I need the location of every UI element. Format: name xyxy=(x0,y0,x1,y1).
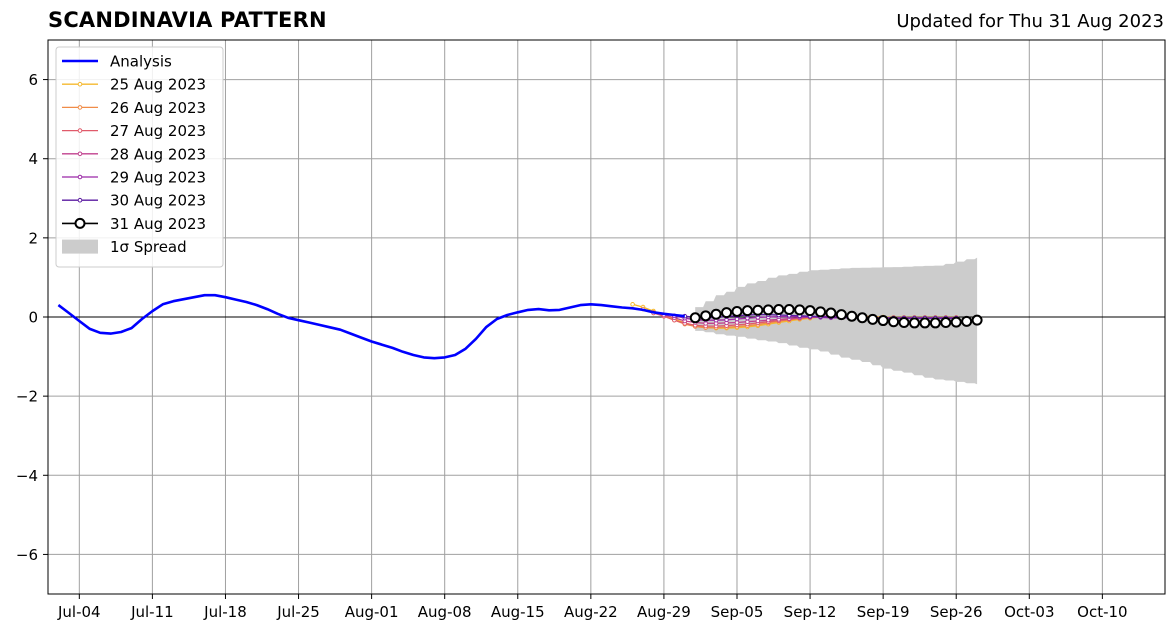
plot-series xyxy=(57,293,983,360)
legend-swatch-marker xyxy=(77,105,83,110)
legend-label-forecast: 31 Aug 2023 xyxy=(110,215,206,233)
legend-label-forecast: 27 Aug 2023 xyxy=(110,122,206,140)
y-tick-label: 6 xyxy=(28,71,38,89)
legend-swatch-spread xyxy=(62,239,98,254)
latest-forecast-point xyxy=(825,307,837,319)
y-tick-label: 0 xyxy=(28,309,38,327)
latest-forecast-point xyxy=(710,308,722,320)
latest-forecast-point xyxy=(762,304,774,316)
latest-forecast-point xyxy=(731,305,743,317)
x-tick-label: Sep-26 xyxy=(930,603,983,621)
latest-forecast-point xyxy=(700,310,712,322)
latest-forecast-point xyxy=(815,306,827,318)
latest-forecast-point xyxy=(867,313,879,325)
latest-forecast-point xyxy=(961,315,973,327)
legend-label-forecast: 29 Aug 2023 xyxy=(110,169,206,187)
y-tick-label: −6 xyxy=(16,546,38,564)
x-tick-label: Jul-25 xyxy=(276,603,320,621)
latest-forecast-point xyxy=(846,310,858,322)
legend-swatch-marker xyxy=(74,217,86,229)
latest-forecast-point xyxy=(773,303,785,315)
x-tick-label: Aug-22 xyxy=(564,603,618,621)
x-tick-label: Aug-29 xyxy=(637,603,691,621)
analysis-line xyxy=(57,293,685,360)
x-tick-label: Aug-15 xyxy=(491,603,545,621)
legend-label-forecast: 30 Aug 2023 xyxy=(110,192,206,210)
latest-forecast-point xyxy=(689,312,701,324)
legend-label-forecast: 25 Aug 2023 xyxy=(110,76,206,94)
legend-label-forecast: 26 Aug 2023 xyxy=(110,99,206,117)
y-axis: 6 4 2 0 −2 −4 −6 xyxy=(16,71,48,564)
latest-forecast-point xyxy=(856,312,868,324)
x-axis: Jul-04 Jul-11 Jul-18 Jul-25 Aug-01 Aug-08 Aug-… xyxy=(57,594,1128,621)
latest-forecast-point xyxy=(908,317,920,329)
legend: Analysis 25 Aug 2023 26 Aug 2023 27 Aug 202… xyxy=(55,46,224,268)
forecast-point xyxy=(755,318,761,324)
latest-forecast-point xyxy=(898,317,910,329)
latest-forecast-point xyxy=(783,303,795,315)
x-tick-label: Sep-12 xyxy=(784,603,837,621)
x-tick-label: Jul-18 xyxy=(203,603,247,621)
legend-label-forecast: 28 Aug 2023 xyxy=(110,145,206,163)
x-tick-label: Sep-05 xyxy=(711,603,764,621)
latest-forecast-point xyxy=(835,309,847,321)
latest-forecast-point xyxy=(752,304,764,316)
latest-forecast-point xyxy=(940,317,952,329)
latest-forecast-point xyxy=(929,317,941,329)
y-tick-label: −4 xyxy=(16,467,38,485)
x-tick-label: Jul-11 xyxy=(130,603,174,621)
legend-swatch-marker xyxy=(77,128,83,133)
y-tick-label: 4 xyxy=(28,150,38,168)
y-tick-label: −2 xyxy=(16,388,38,406)
x-tick-label: Oct-10 xyxy=(1077,603,1127,621)
latest-forecast-point xyxy=(721,307,733,319)
x-tick-label: Aug-01 xyxy=(345,603,399,621)
legend-label-spread: 1σ Spread xyxy=(110,238,187,256)
y-tick-label: 2 xyxy=(28,229,38,247)
latest-forecast-point xyxy=(741,305,753,317)
latest-forecast-point xyxy=(877,315,889,327)
legend-swatch-marker xyxy=(77,197,83,203)
legend-box xyxy=(55,46,224,268)
forecast-point xyxy=(734,320,740,325)
x-tick-label: Aug-08 xyxy=(418,603,472,621)
legend-label-analysis: Analysis xyxy=(110,53,172,71)
x-tick-label: Jul-04 xyxy=(57,603,101,621)
latest-forecast-point xyxy=(794,304,806,316)
latest-forecast-point xyxy=(950,316,962,328)
forecast-point xyxy=(745,319,750,325)
x-tick-label: Oct-03 xyxy=(1004,603,1054,621)
legend-swatch-marker xyxy=(77,81,83,87)
latest-forecast-point xyxy=(804,305,816,317)
latest-forecast-point xyxy=(888,316,900,328)
latest-forecast-point xyxy=(919,317,931,329)
latest-forecast-point xyxy=(971,314,983,326)
forecast-point xyxy=(630,302,635,307)
chart-title: SCANDINAVIA PATTERN xyxy=(48,8,327,32)
x-tick-label: Sep-19 xyxy=(857,603,910,621)
legend-swatch-marker xyxy=(77,151,83,157)
spread-band xyxy=(695,257,978,385)
chart-subtitle: Updated for Thu 31 Aug 2023 xyxy=(896,11,1164,32)
legend-swatch-marker xyxy=(77,174,83,180)
